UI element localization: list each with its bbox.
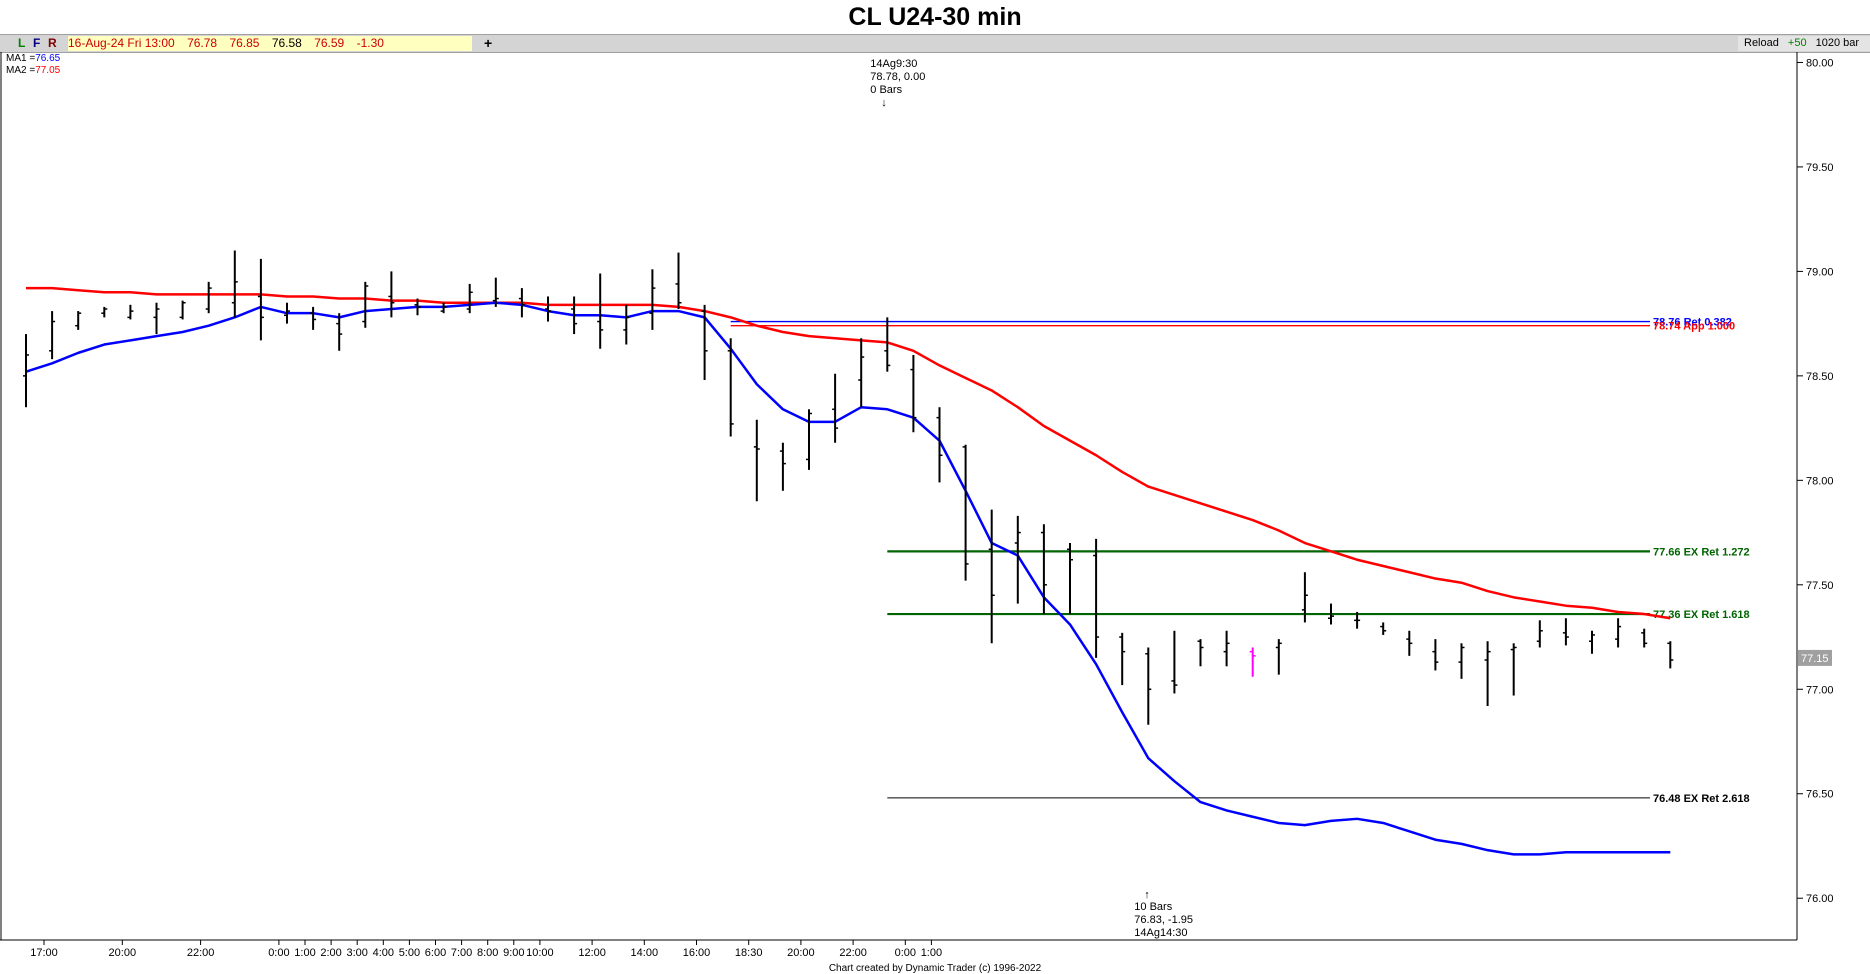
level-label: 78.74 App 1.000 [1653,321,1735,333]
x-tick-label: 1:00 [921,947,942,959]
x-tick-label: 8:00 [477,947,498,959]
annotation-text: 10 Bars [1134,901,1172,913]
info-low: 76.58 [271,36,302,50]
y-tick-label: 79.50 [1806,162,1834,174]
chart-title: CL U24-30 min [848,3,1022,31]
ma1-value: 76.65 [35,53,61,64]
level-label: 77.36 EX Ret 1.618 [1653,609,1750,621]
info-close: 76.59 [314,36,345,50]
info-datetime: 16-Aug-24 Fri 13:00 [68,36,175,50]
y-tick-label: 79.00 [1806,266,1834,278]
x-tick-label: 6:00 [425,947,446,959]
info-high: 76.85 [229,36,260,50]
ma1-line [25,301,1671,856]
y-tick-label: 77.50 [1806,580,1834,592]
ma2-value: 77.05 [35,65,61,76]
level-label: 77.66 EX Ret 1.272 [1653,546,1750,558]
info-change: -1.30 [356,36,384,50]
x-tick-label: 17:00 [30,947,58,959]
x-tick-label: 22:00 [187,947,215,959]
ma2-line [26,286,1671,620]
y-tick-label: 80.00 [1806,57,1834,69]
annotation-text: 76.83, -1.95 [1134,914,1193,926]
current-price-box [1798,649,1832,666]
x-tick-label: 7:00 [451,947,472,959]
x-tick-label: 1:00 [294,947,315,959]
level-label: 76.48 EX Ret 2.618 [1653,793,1750,805]
reload-button[interactable]: Reload [1744,37,1779,49]
x-tick-label: 14:00 [631,947,659,959]
x-tick-label: 9:00 [503,947,524,959]
l-button[interactable]: L [18,36,26,50]
plus50-button[interactable]: +50 [1787,37,1807,49]
f-button[interactable]: F [33,36,41,50]
add-button[interactable]: + [484,35,493,51]
current-price-label: 77.15 [1801,653,1829,665]
bars-count: 1020 bar [1815,37,1860,49]
annotation-arrow: ↑ [1144,889,1150,901]
x-tick-label: 5:00 [399,947,420,959]
x-tick-label: 22:00 [839,947,867,959]
x-tick-label: 4:00 [373,947,394,959]
annotation-text: 78.78, 0.00 [870,71,925,83]
y-tick-label: 77.00 [1806,684,1834,696]
y-tick-label: 76.00 [1806,893,1834,905]
footer-credit: Chart created by Dynamic Trader (c) 1996… [828,963,1042,974]
y-tick-label: 78.50 [1806,371,1834,383]
ma1-name: MA1 [6,53,27,64]
r-button[interactable]: R [48,36,57,50]
annotation-text: 0 Bars [870,84,902,96]
annotation-arrow: ↓ [881,97,887,109]
x-tick-label: 10:00 [526,947,554,959]
info-open: 76.78 [187,36,218,50]
ma1-legend: MA1 =76.65 [6,53,61,64]
annotation-text: 14Ag9:30 [870,58,917,70]
toolbar: L F R 16-Aug-24 Fri 13:00 76.78 76.85 76… [0,34,1870,53]
y-tick-label: 76.50 [1806,789,1834,801]
x-tick-label: 0:00 [895,947,916,959]
ohlc-info-box: 16-Aug-24 Fri 13:00 76.78 76.85 76.58 76… [68,36,472,51]
y-tick-label: 78.00 [1806,475,1834,487]
x-tick-label: 2:00 [320,947,341,959]
x-tick-label: 0:00 [268,947,289,959]
level-label: 78.76 Ret 0.382 [1653,317,1732,329]
x-tick-label: 16:00 [683,947,711,959]
x-tick-label: 20:00 [109,947,137,959]
ma-legend: MA1 =76.65 MA2 =77.05 [6,53,60,77]
x-tick-label: 18:30 [735,947,763,959]
ma2-legend: MA2 =77.05 [6,65,61,76]
x-tick-label: 20:00 [787,947,815,959]
x-tick-label: 3:00 [346,947,367,959]
ma2-name: MA2 [6,65,27,76]
annotation-text: 14Ag14:30 [1134,927,1187,939]
x-tick-label: 12:00 [578,947,606,959]
toolbar-right: Reload +50 1020 bar [1738,36,1870,51]
